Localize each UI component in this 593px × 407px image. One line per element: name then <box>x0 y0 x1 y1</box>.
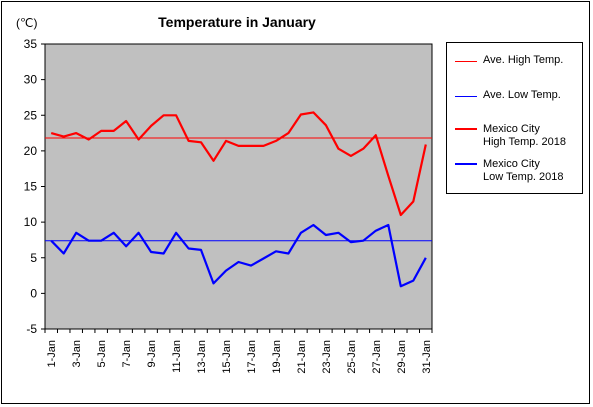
x-tick-label: 3-Jan <box>71 340 83 368</box>
x-tick-label: 17-Jan <box>246 340 258 374</box>
x-tick-label: 21-Jan <box>296 340 308 374</box>
y-axis-unit: (℃) <box>16 16 38 30</box>
y-tick-label: 30 <box>24 73 38 87</box>
y-tick-label: 35 <box>24 37 38 51</box>
plot-area <box>44 43 433 330</box>
legend-swatch-city-low <box>455 163 477 165</box>
x-tick-label: 11-Jan <box>171 340 183 373</box>
x-tick-label: 19-Jan <box>271 340 283 374</box>
x-tick-label: 5-Jan <box>96 340 108 368</box>
series-lines <box>45 111 432 288</box>
y-tick-label: 15 <box>24 180 38 194</box>
x-tick-label: 7-Jan <box>121 340 133 368</box>
legend-swatch-ave-low <box>455 96 477 97</box>
y-tick-label: -5 <box>26 322 37 336</box>
y-tick-label: 20 <box>24 144 38 158</box>
x-tick-label: 25-Jan <box>346 340 358 374</box>
legend: Ave. High Temp. Ave. Low Temp. Mexico Ci… <box>446 42 583 194</box>
legend-swatch-city-high <box>455 128 477 130</box>
y-tick-label: 10 <box>24 215 38 229</box>
legend-swatch-ave-high <box>455 61 477 62</box>
legend-label-ave-low: Ave. Low Temp. <box>483 89 561 101</box>
legend-label-city-low: Mexico City Low Temp. 2018 <box>483 158 564 183</box>
x-tick-label: 13-Jan <box>196 340 208 374</box>
series-city-low-line <box>50 223 427 288</box>
legend-label-ave-high: Ave. High Temp. <box>483 54 564 66</box>
x-tick-label: 9-Jan <box>146 340 158 368</box>
y-tick-label: 5 <box>30 251 37 265</box>
x-tick-label: 31-Jan <box>421 340 433 374</box>
y-axis: -5 0 5 10 15 20 25 30 35 <box>24 37 45 336</box>
x-tick-label: 23-Jan <box>321 340 333 374</box>
y-tick-label: 25 <box>24 108 38 122</box>
x-tick-label: 27-Jan <box>371 340 383 374</box>
x-axis: 1-Jan 3-Jan 5-Jan 7-Jan 9-Jan 11-Jan 13-Jan 15-… <box>44 329 433 374</box>
series-city-high-line <box>50 111 427 217</box>
x-tick-label: 29-Jan <box>396 340 408 374</box>
x-tick-label: 1-Jan <box>46 340 58 368</box>
y-tick-label: 0 <box>30 286 37 300</box>
legend-label-city-high: Mexico City High Temp. 2018 <box>483 123 566 148</box>
chart-title: Temperature in January <box>158 14 316 30</box>
x-tick-label: 15-Jan <box>221 340 233 374</box>
